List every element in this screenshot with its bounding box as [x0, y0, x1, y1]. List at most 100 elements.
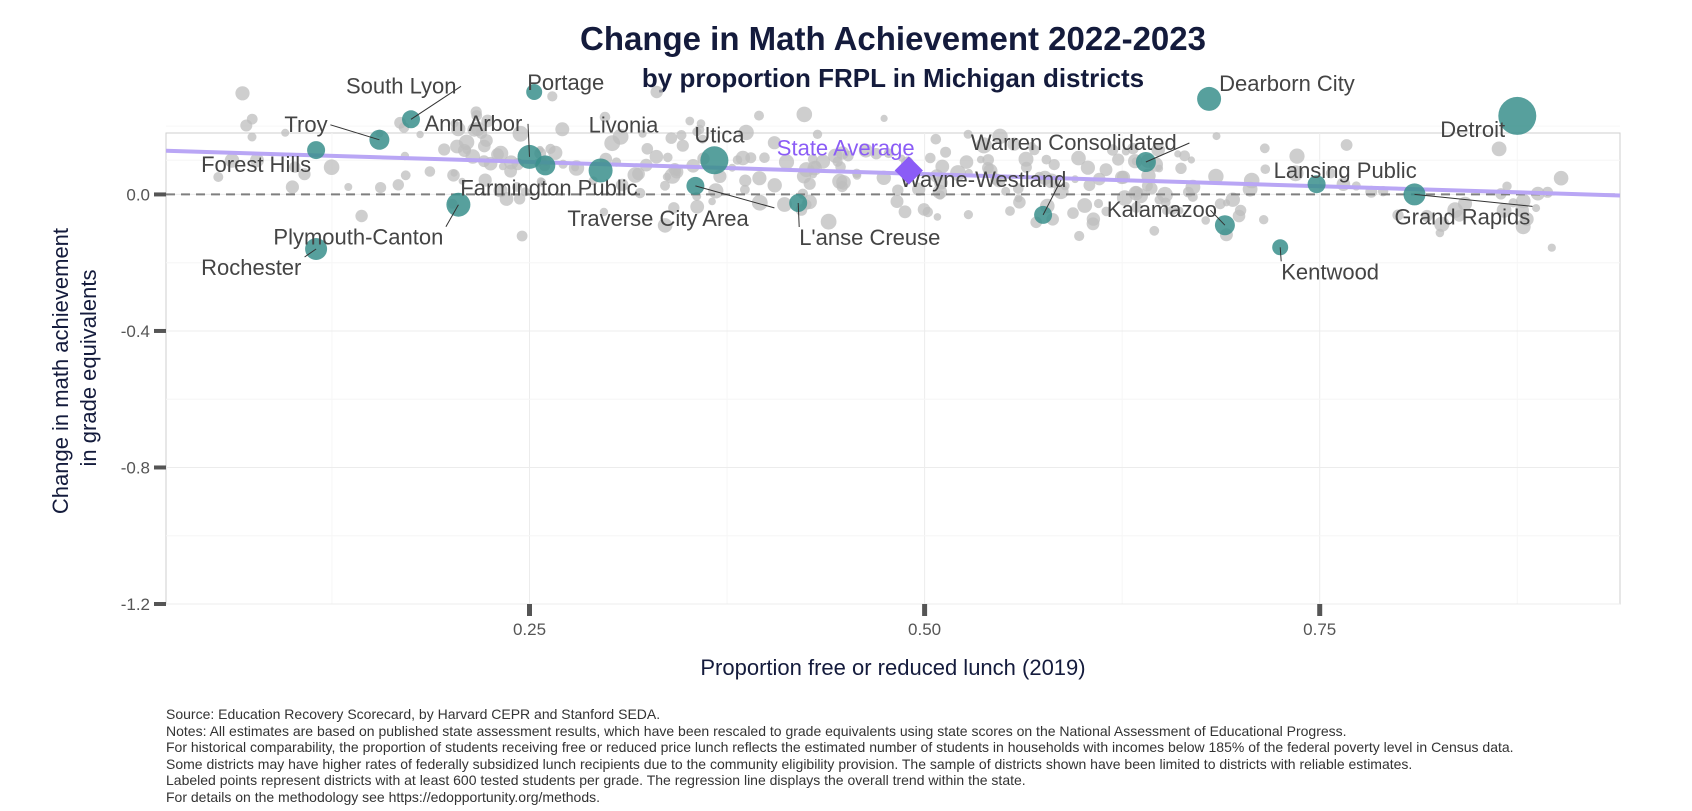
- district-point: [1013, 183, 1024, 194]
- label-leader-line: [304, 248, 317, 258]
- district-point: [1553, 170, 1569, 186]
- label-leader-line: [1414, 193, 1533, 207]
- district-point: [930, 133, 942, 145]
- district-point: [1212, 132, 1221, 141]
- district-point: [1131, 202, 1142, 213]
- district-point: [676, 130, 687, 141]
- district-point: [235, 86, 250, 101]
- label-leader-line: [1210, 209, 1226, 226]
- district-point: [344, 183, 353, 191]
- district-point: [400, 170, 411, 181]
- district-point: [912, 182, 926, 196]
- district-point: [803, 177, 816, 190]
- label-leader-line: [1145, 142, 1190, 163]
- district-point: [650, 85, 663, 99]
- y-axis-label: Change in math achievement in grade equi…: [48, 222, 101, 514]
- district-label-group: Forest Hills: [201, 141, 326, 177]
- district-point: [281, 128, 290, 137]
- district-point: [1093, 198, 1104, 209]
- note-line: Some districts may have higher rates of …: [166, 755, 1413, 772]
- district-point: [1162, 206, 1171, 215]
- district-point: [1232, 209, 1246, 223]
- district-point: [1121, 147, 1130, 156]
- district-point: [512, 125, 529, 142]
- district-point: [224, 153, 240, 168]
- district-point: [1214, 198, 1226, 210]
- district-label: Warren Consolidated: [971, 130, 1177, 155]
- district-point: [842, 150, 854, 162]
- district-point: [1007, 137, 1021, 151]
- district-point: [458, 177, 466, 185]
- district-label: Forest Hills: [201, 152, 311, 177]
- district-point: [1086, 217, 1100, 231]
- district-point: [615, 178, 629, 192]
- district-point: [1167, 205, 1178, 216]
- district-label: Traverse City Area: [567, 206, 749, 231]
- district-point: [934, 175, 948, 190]
- district-point: [767, 136, 782, 150]
- district-point: [662, 172, 672, 181]
- district-point: [754, 110, 764, 121]
- district-label: South Lyon: [346, 73, 457, 98]
- district-label-group: Ann Arbor: [425, 111, 542, 169]
- district-point: [298, 168, 311, 181]
- district-point: [1074, 230, 1085, 242]
- district-label-group: Portage: [526, 70, 604, 100]
- district-point: [612, 128, 629, 145]
- district-point: [963, 210, 974, 220]
- district-point: [547, 91, 558, 102]
- district-label: Utica: [694, 122, 745, 147]
- district-point: [1020, 161, 1032, 173]
- district-point: [676, 139, 689, 152]
- label-leader-line: [330, 124, 380, 141]
- district-point: [1014, 194, 1023, 203]
- district-point: [1071, 150, 1086, 166]
- district-point: [323, 159, 340, 175]
- district-point: [759, 152, 770, 163]
- district-point: [828, 148, 843, 163]
- district-point: [475, 127, 488, 139]
- district-point: [898, 205, 912, 219]
- district-point: [690, 199, 705, 214]
- labeled-district-point: [526, 84, 543, 100]
- district-label-group: Plymouth-Canton: [273, 192, 471, 250]
- x-tick-label: 0.25: [513, 620, 546, 639]
- district-label-group: Livonia: [588, 113, 659, 183]
- district-point: [250, 153, 264, 168]
- district-point: [1175, 206, 1184, 215]
- district-point: [1083, 179, 1096, 192]
- district-point: [1287, 165, 1304, 182]
- district-point: [1048, 159, 1060, 171]
- district-point: [1151, 143, 1165, 157]
- district-point: [933, 213, 942, 221]
- district-point: [599, 207, 609, 217]
- axes: 0.0 -0.4 -0.8 -1.2 0.25 0.50 0.75: [121, 185, 1337, 639]
- district-label: Farmington Public: [460, 175, 637, 200]
- state-average-group: State Average: [777, 136, 923, 185]
- district-point: [812, 129, 823, 139]
- district-point: [708, 197, 716, 206]
- district-point: [890, 195, 904, 208]
- district-label: Detroit: [1440, 117, 1505, 142]
- district-label-group: Rochester: [201, 238, 328, 280]
- label-leader-line: [695, 185, 775, 209]
- district-point: [478, 173, 492, 187]
- district-label-group: Grand Rapids: [1395, 183, 1533, 229]
- chart-subtitle: by proportion FRPL in Michigan districts: [641, 63, 1145, 93]
- plot-panel: [165, 132, 1621, 605]
- district-label: Lansing Public: [1274, 158, 1417, 183]
- district-point: [1005, 206, 1015, 216]
- district-point: [796, 106, 813, 123]
- district-point: [820, 213, 837, 230]
- district-label: L'anse Creuse: [799, 225, 940, 250]
- district-point: [925, 152, 936, 164]
- district-point: [478, 139, 491, 153]
- district-point: [858, 143, 873, 158]
- district-point: [458, 144, 471, 157]
- district-point: [898, 154, 906, 162]
- district-point: [940, 146, 952, 158]
- district-point: [959, 155, 974, 169]
- district-point: [665, 132, 678, 144]
- district-point: [1145, 182, 1158, 195]
- district-point: [1067, 207, 1079, 219]
